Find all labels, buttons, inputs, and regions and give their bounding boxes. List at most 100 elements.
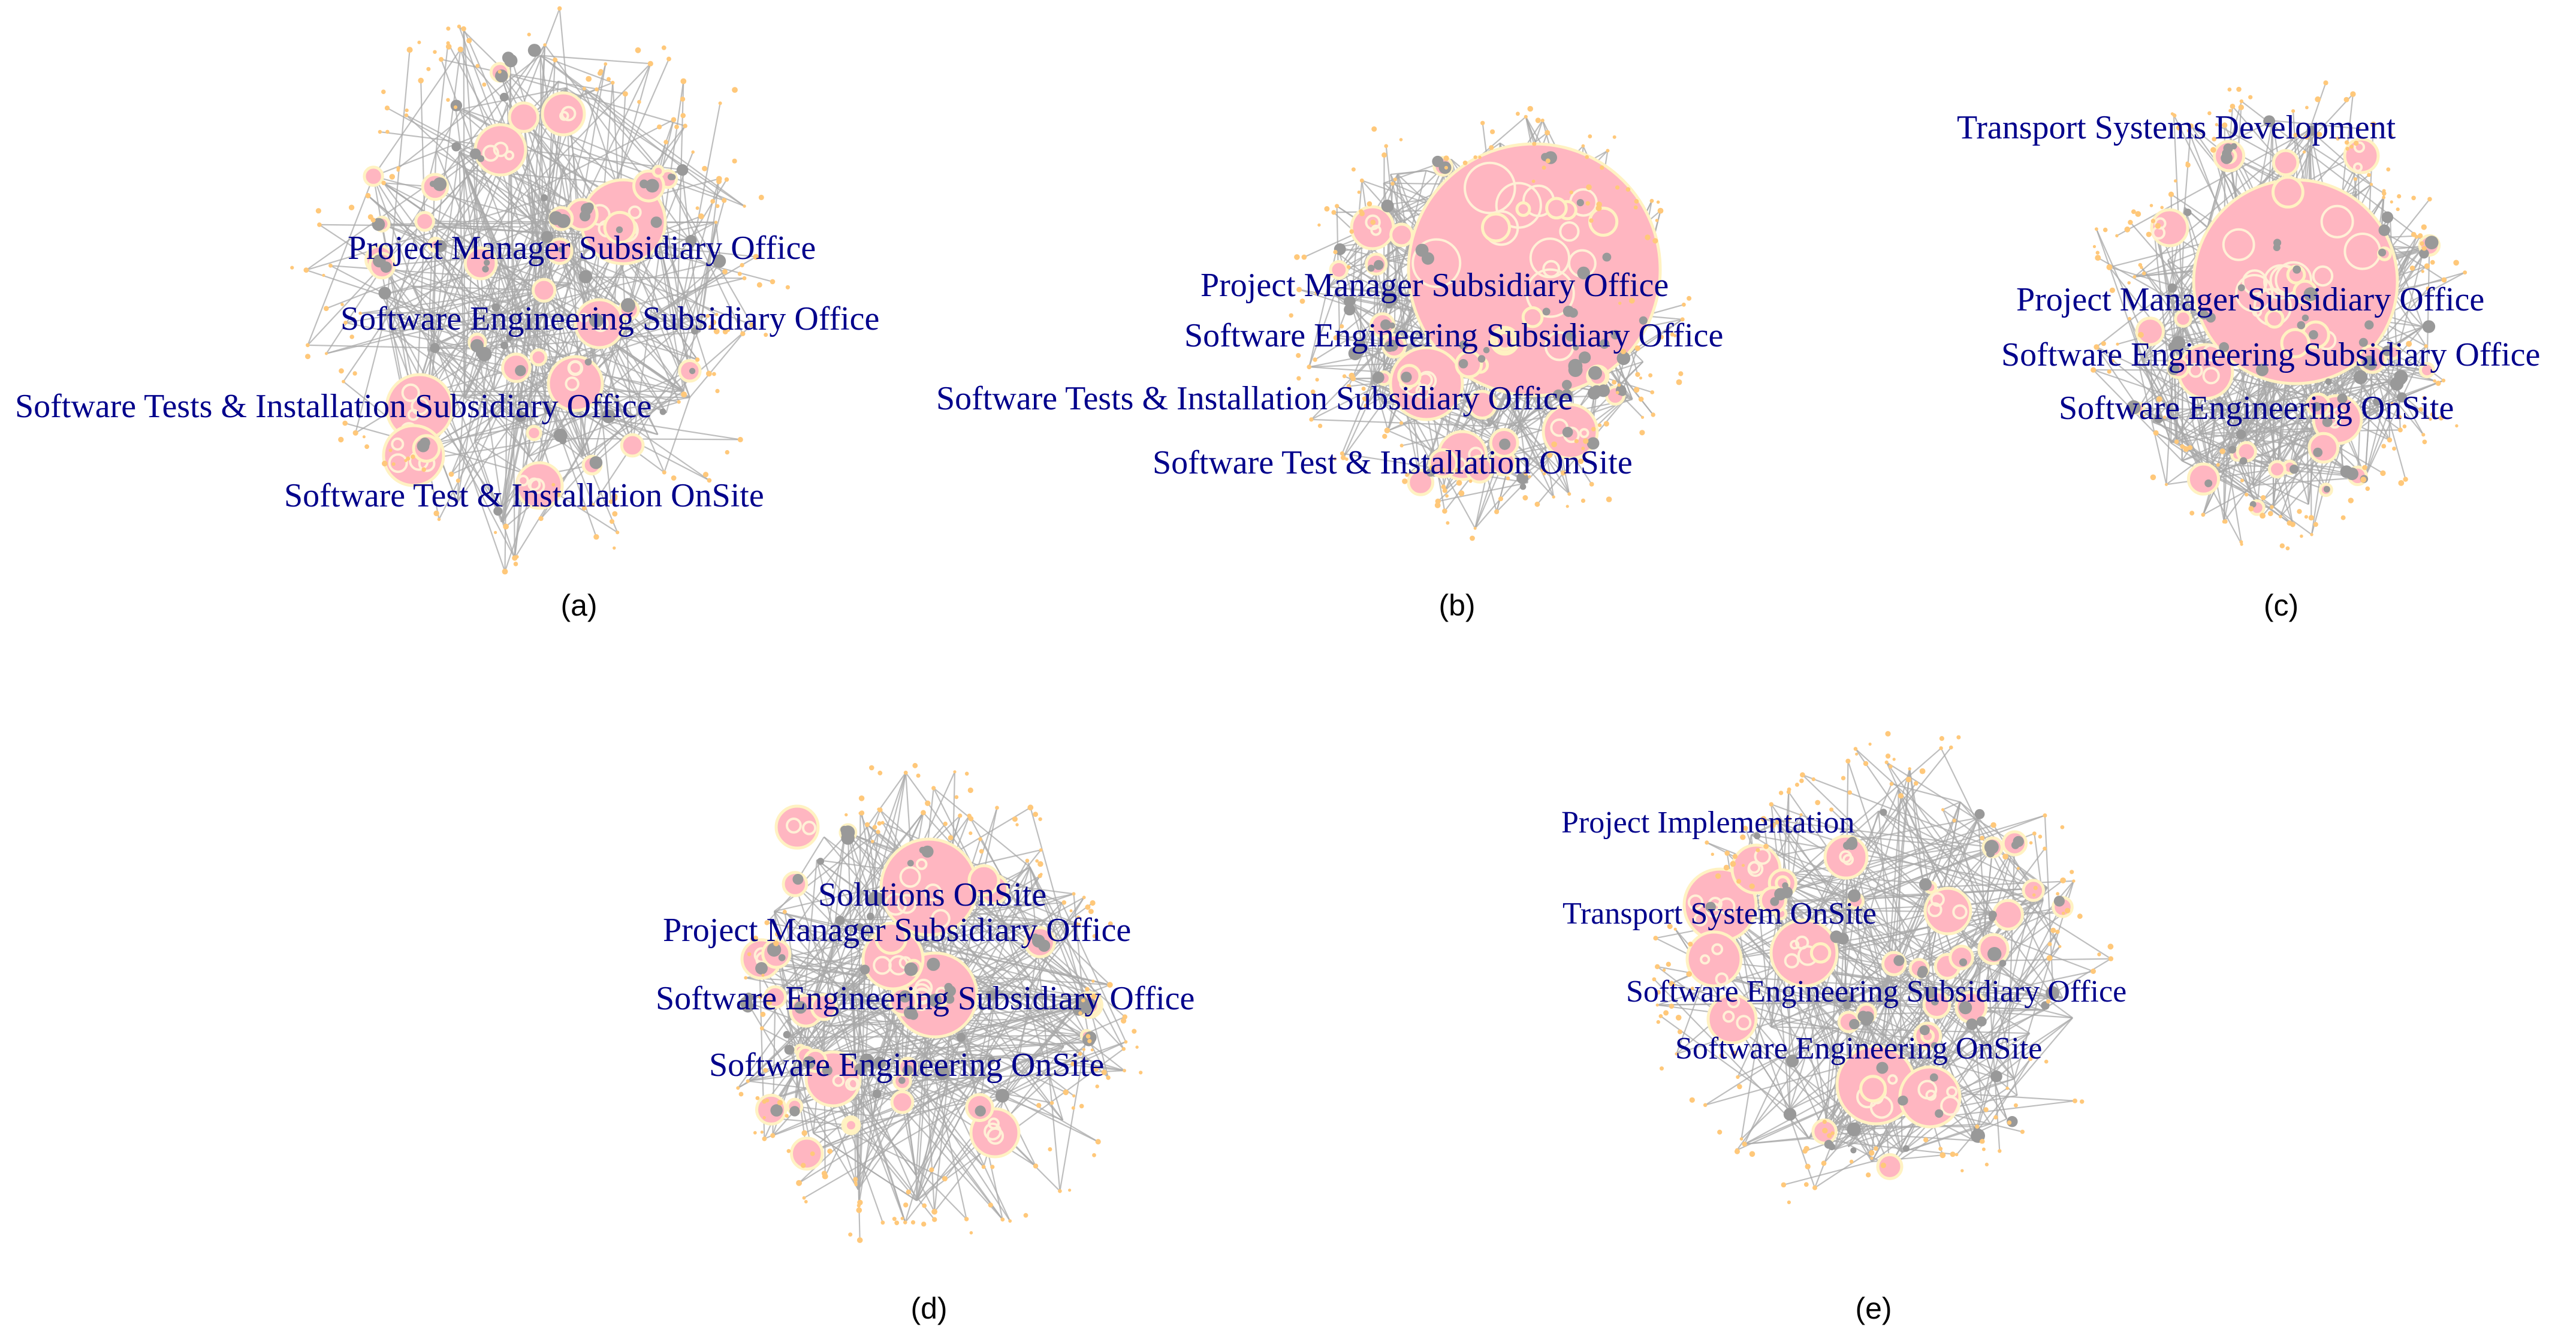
network-leaf-dot	[1351, 167, 1356, 172]
network-leaf-dot	[1670, 332, 1675, 337]
network-leaf-dot	[2149, 204, 2153, 207]
network-leaf-dot	[1908, 767, 1911, 771]
network-leaf-dot	[1349, 229, 1355, 234]
network-edge	[1802, 774, 2046, 1011]
network-leaf-dot	[804, 1200, 808, 1204]
network-node-gray	[2167, 283, 2177, 293]
network-node-gray	[1999, 960, 2007, 967]
network-leaf-dot	[1534, 501, 1540, 507]
network-node-gray	[1847, 889, 1861, 903]
network-edge	[326, 260, 721, 354]
network-leaf-dot	[2091, 969, 2096, 974]
network-edge	[746, 1002, 859, 1190]
network-node-gray	[1616, 351, 1631, 366]
network-leaf-dot	[981, 1165, 986, 1169]
network-edge	[2013, 1058, 2031, 1079]
network-leaf-dot	[1049, 1100, 1054, 1105]
network-leaf-dot	[725, 450, 730, 455]
network-node	[620, 433, 645, 458]
network-leaf-dot	[1478, 468, 1484, 474]
network-leaf-dot	[417, 40, 421, 44]
network-leaf-dot	[1498, 496, 1503, 502]
network-node-gray	[767, 942, 782, 957]
network-node-nested	[915, 858, 928, 870]
network-leaf-dot	[1542, 165, 1546, 170]
network-node-gray	[1031, 933, 1040, 942]
network-leaf-dot	[1399, 444, 1404, 448]
network-edge	[776, 772, 907, 955]
network-leaf-dot	[1740, 834, 1746, 840]
network-node-gray	[2322, 417, 2333, 427]
network-node-gray	[1976, 1016, 1987, 1027]
network-leaf-dot	[800, 1163, 806, 1168]
network-leaf-dot	[538, 516, 544, 521]
network-node-nested	[1723, 1010, 1735, 1023]
network-node-gray	[995, 1088, 1009, 1103]
network-leaf-dot	[786, 1149, 791, 1153]
network-leaf-dot	[1445, 494, 1449, 498]
network-edge	[459, 151, 539, 358]
network-leaf-dot	[1087, 1039, 1092, 1044]
network-leaf-dot	[457, 25, 461, 29]
network-leaf-dot	[1794, 782, 1799, 787]
network-node-nested	[1525, 268, 1575, 318]
network-edge	[456, 349, 483, 503]
network-node-gray	[1599, 339, 1610, 349]
network-leaf-dot	[2092, 245, 2097, 248]
network-node-gray	[873, 1056, 886, 1069]
network-leaf-dot	[1090, 900, 1096, 906]
network-leaf-dot	[1121, 1018, 1127, 1024]
network-leaf-dot	[1730, 861, 1736, 867]
network-leaf-dot	[722, 269, 728, 275]
network-edge	[427, 349, 634, 417]
network-leaf-dot	[2055, 930, 2060, 934]
network-leaf-dot	[1072, 892, 1076, 896]
network-edge	[774, 910, 1111, 986]
network-leaf-dot	[610, 519, 614, 524]
network-leaf-dot	[737, 272, 742, 276]
network-leaf-dot	[1705, 840, 1709, 845]
network-leaf-dot	[1723, 864, 1730, 871]
network-leaf-dot	[2396, 207, 2400, 212]
network-leaf-dot	[2013, 1103, 2018, 1108]
network-edge	[1866, 966, 1948, 1014]
network-edge	[2364, 248, 2425, 478]
network-leaf-dot	[758, 994, 763, 999]
network-leaf-dot	[2095, 255, 2101, 261]
network-leaf-dot	[2421, 433, 2426, 437]
network-leaf-dot	[2150, 474, 2156, 481]
network-leaf-dot	[2430, 412, 2436, 417]
network-leaf-dot	[2185, 161, 2189, 165]
network-edge	[1989, 1058, 2031, 1124]
network-leaf-dot	[1815, 800, 1821, 806]
panel-d-network: Solutions OnSite Project Manager Subsidi…	[656, 762, 1195, 1325]
panel-a-nodes	[290, 6, 790, 575]
network-leaf-dot	[553, 58, 558, 63]
network-leaf-dot	[2336, 137, 2340, 141]
network-edge	[676, 330, 698, 360]
network-node	[1545, 197, 1568, 220]
panel-e-label-3: Software Engineering Subsidiary Office	[1626, 975, 2126, 1009]
panel-b-label-3: Software Tests & Installation Subsidiary…	[936, 380, 1573, 417]
network-node-gray	[1573, 344, 1579, 351]
network-leaf-dot	[2162, 415, 2167, 419]
network-node	[1521, 306, 1544, 328]
network-leaf-dot	[1829, 807, 1834, 812]
network-node-nested	[1715, 972, 1729, 986]
network-leaf-dot	[2186, 128, 2191, 133]
network-leaf-dot	[964, 771, 969, 776]
network-node-gray	[1561, 389, 1572, 400]
network-leaf-dot	[1442, 488, 1447, 493]
network-leaf-dot	[1092, 934, 1097, 939]
network-node-nested	[2275, 261, 2312, 299]
network-leaf-dot	[2287, 520, 2293, 526]
network-edge	[1654, 979, 1810, 1139]
network-leaf-dot	[637, 99, 641, 104]
network-leaf-dot	[2304, 515, 2308, 519]
network-node-large	[1923, 886, 1972, 936]
network-node	[1407, 469, 1435, 496]
network-leaf-dot	[732, 87, 738, 93]
network-node-gray	[744, 993, 754, 1003]
network-leaf-dot	[1615, 185, 1620, 190]
network-node-gray	[907, 859, 914, 867]
